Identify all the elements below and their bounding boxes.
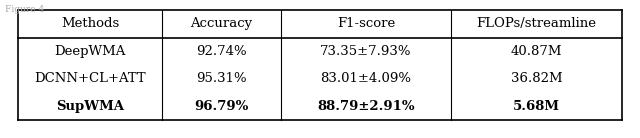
Text: FLOPs/streamline: FLOPs/streamline [477,17,596,30]
Text: 95.31%: 95.31% [196,72,247,85]
Text: 92.74%: 92.74% [196,45,247,58]
Text: DCNN+CL+ATT: DCNN+CL+ATT [35,72,146,85]
Text: Methods: Methods [61,17,119,30]
Text: 73.35±7.93%: 73.35±7.93% [320,45,412,58]
Text: Accuracy: Accuracy [191,17,253,30]
Text: F1-score: F1-score [337,17,395,30]
Text: 88.79±2.91%: 88.79±2.91% [317,100,415,113]
Text: DeepWMA: DeepWMA [54,45,126,58]
Text: SupWMA: SupWMA [56,100,124,113]
Text: Figure 4: Figure 4 [5,5,44,14]
Text: 36.82M: 36.82M [511,72,563,85]
Text: 96.79%: 96.79% [195,100,249,113]
Text: 40.87M: 40.87M [511,45,563,58]
Text: 83.01±4.09%: 83.01±4.09% [321,72,412,85]
Text: 5.68M: 5.68M [513,100,560,113]
